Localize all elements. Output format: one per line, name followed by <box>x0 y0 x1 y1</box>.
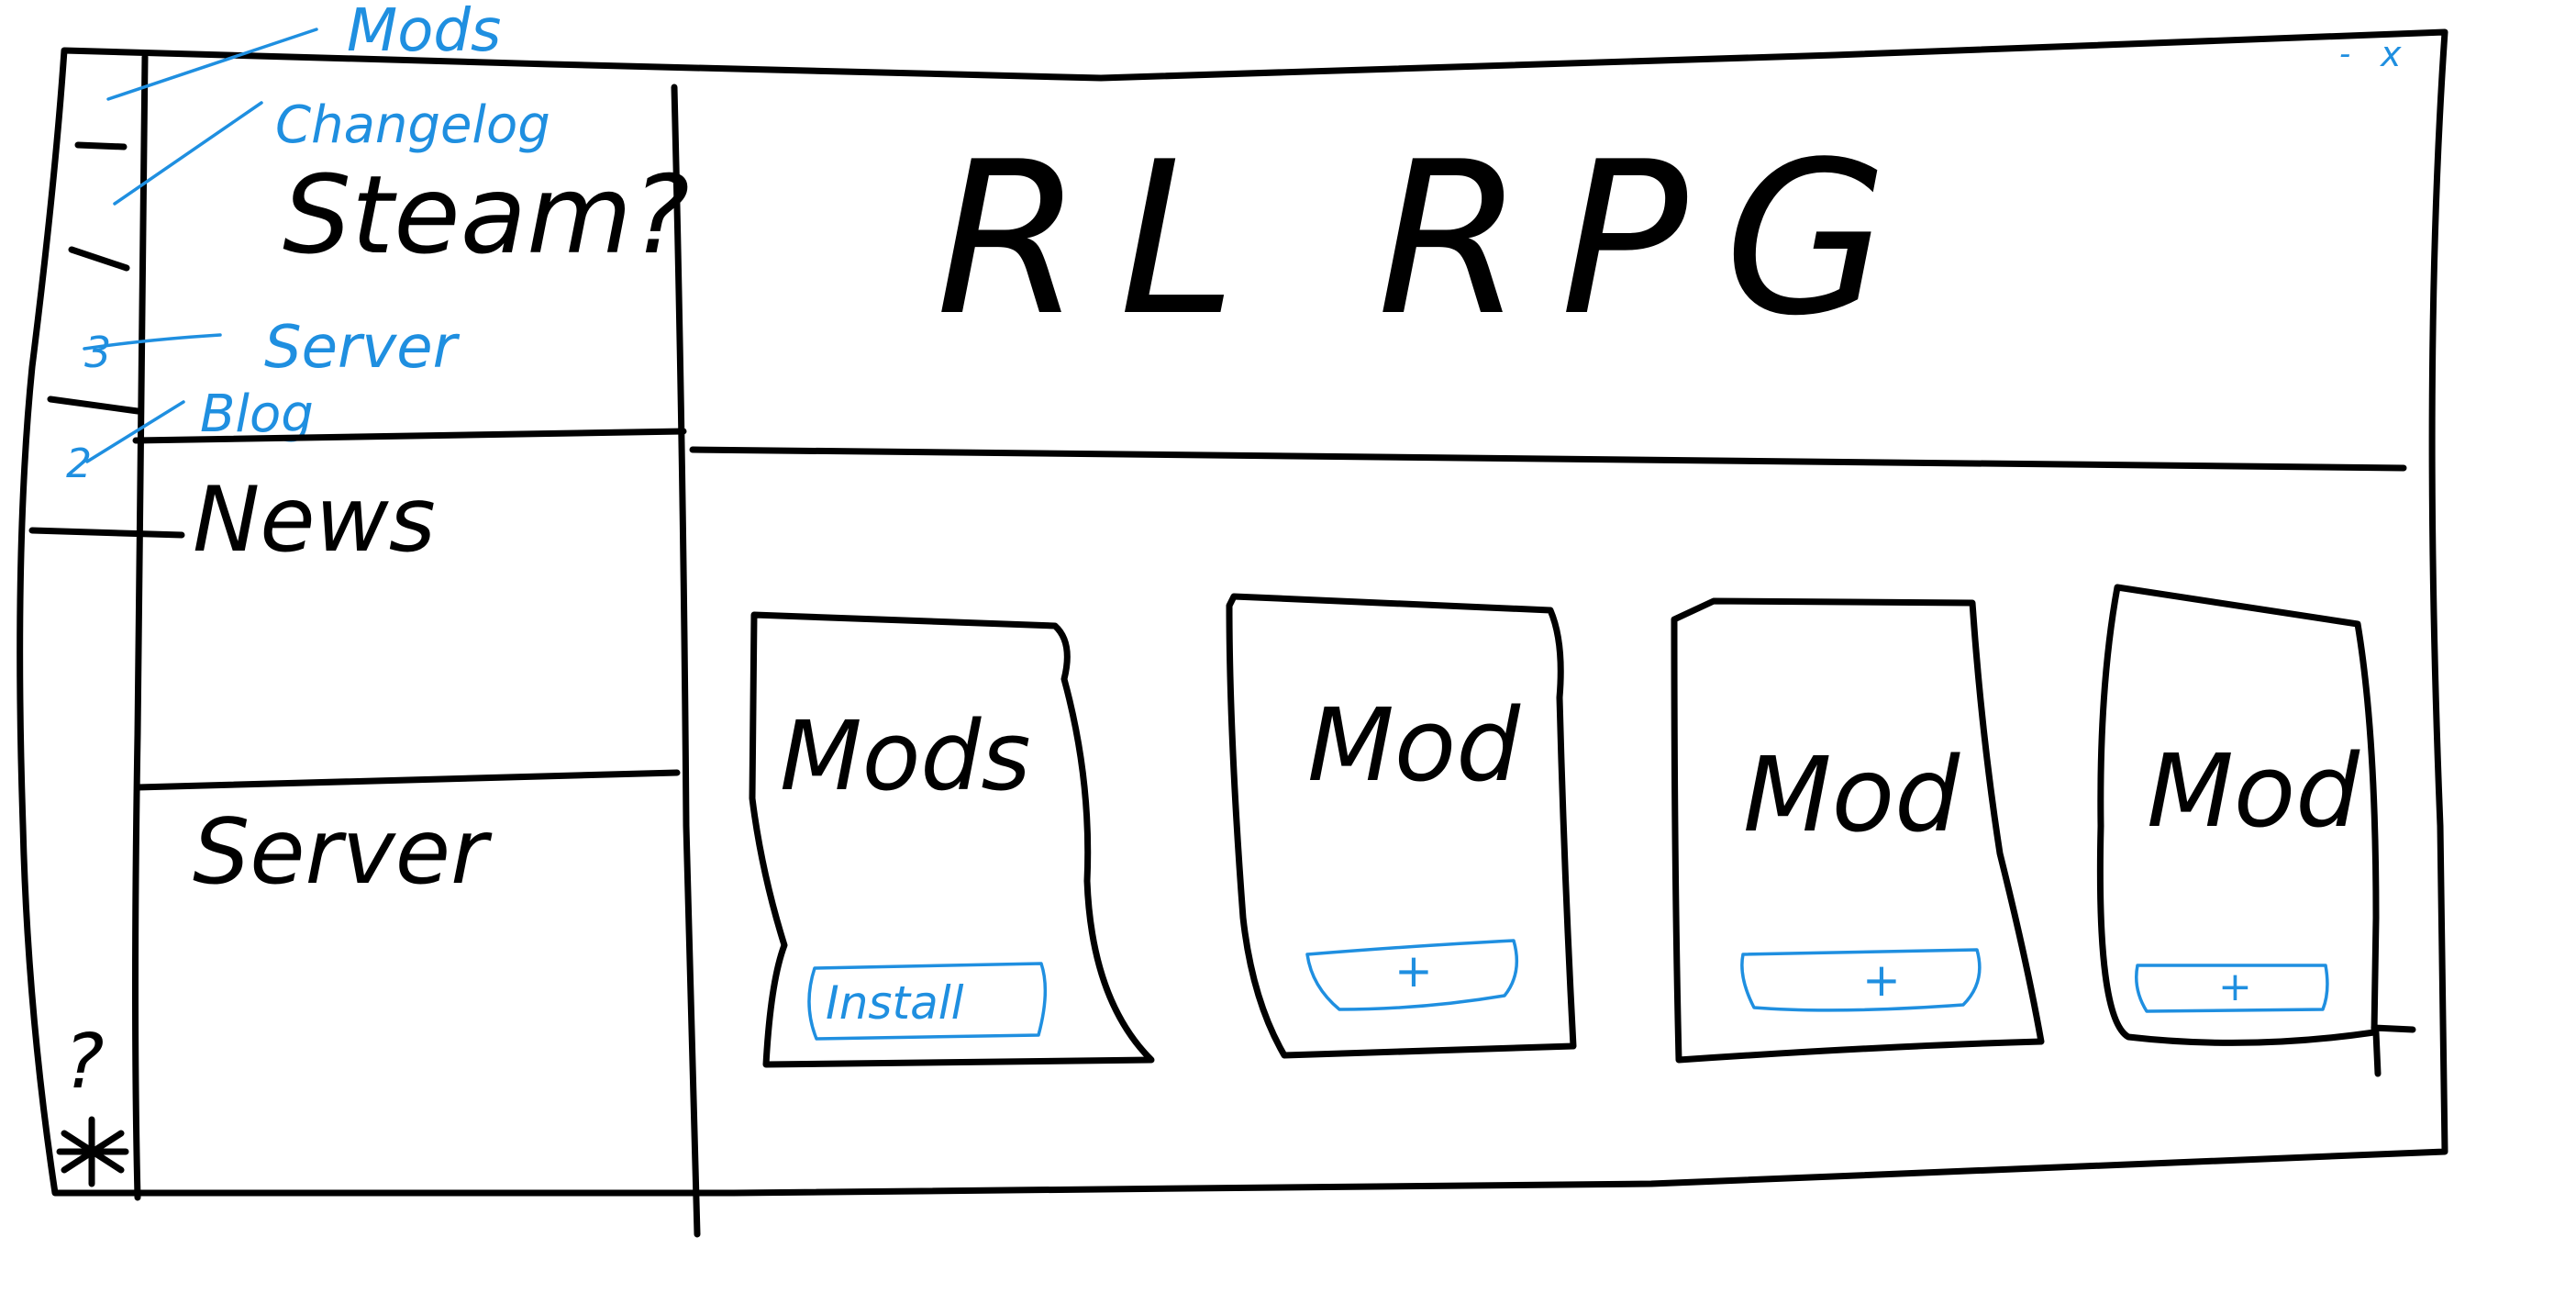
add-mod-button[interactable] <box>2135 964 2329 1013</box>
mod-card-title: Mod <box>1307 686 1521 804</box>
rail-entry-changelog[interactable] <box>68 246 130 272</box>
add-mod-button-label: + <box>1394 944 1433 997</box>
add-mod-button[interactable] <box>1740 948 1982 1012</box>
annotations: Mods Changelog Server Blog <box>83 0 550 463</box>
help-icon[interactable]: ? <box>64 1019 105 1106</box>
rail-marker-blog: 2 <box>66 440 92 487</box>
rail-entry-blog[interactable] <box>28 527 185 539</box>
sidebar-divider-server <box>134 769 681 791</box>
sidebar-item-news[interactable]: News <box>193 468 436 573</box>
icon-rail: 3 2 ? <box>28 141 185 1187</box>
annotation-mods: Mods <box>347 0 501 65</box>
mod-card[interactable]: Mods Install <box>749 611 1155 1068</box>
window-frame <box>17 28 2448 1197</box>
add-mod-button-label: + <box>1862 953 1901 1007</box>
close-button[interactable]: x <box>2380 34 2402 74</box>
sidebar-item-server[interactable]: Server <box>193 800 493 905</box>
install-button-label: Install <box>826 976 964 1030</box>
mod-card[interactable]: Mod + <box>2096 584 2416 1077</box>
annotation-changelog: Changelog <box>275 95 550 155</box>
sidebar-right-border <box>671 84 701 1238</box>
settings-star-icon[interactable] <box>56 1116 129 1187</box>
add-mod-button[interactable] <box>1305 939 1519 1011</box>
annotation-blog: Blog <box>200 384 314 444</box>
sidebar: Steam? News Server <box>132 84 701 1238</box>
minimize-button[interactable]: - <box>2339 36 2350 72</box>
mod-scroll-marker <box>2371 1024 2416 1077</box>
sidebar-divider-top <box>132 428 687 444</box>
mod-card[interactable]: Mod + <box>1226 593 1577 1059</box>
header: RL RPG <box>689 117 2407 472</box>
sidebar-steam-label[interactable]: Steam? <box>283 151 690 278</box>
app-title: RL RPG <box>936 117 1925 362</box>
rail-marker-server: 3 <box>84 328 111 377</box>
icon-rail-divider <box>132 53 149 1201</box>
rail-entry-mods[interactable] <box>74 141 128 150</box>
install-button[interactable] <box>807 962 1048 1041</box>
mod-card-title: Mods <box>780 700 1031 812</box>
annotation-server: Server <box>264 314 461 382</box>
mod-grid: Mods Install Mod + Mod + Mod + <box>749 584 2416 1077</box>
mod-card[interactable]: Mod + <box>1671 597 2045 1064</box>
rail-entry-server[interactable] <box>47 396 141 415</box>
mod-card-title: Mod <box>2147 732 2360 850</box>
window-controls: - x <box>2339 34 2402 74</box>
mod-card-title: Mod <box>1743 736 1960 855</box>
add-mod-button-label: + <box>2218 964 2252 1010</box>
header-divider <box>689 446 2407 472</box>
